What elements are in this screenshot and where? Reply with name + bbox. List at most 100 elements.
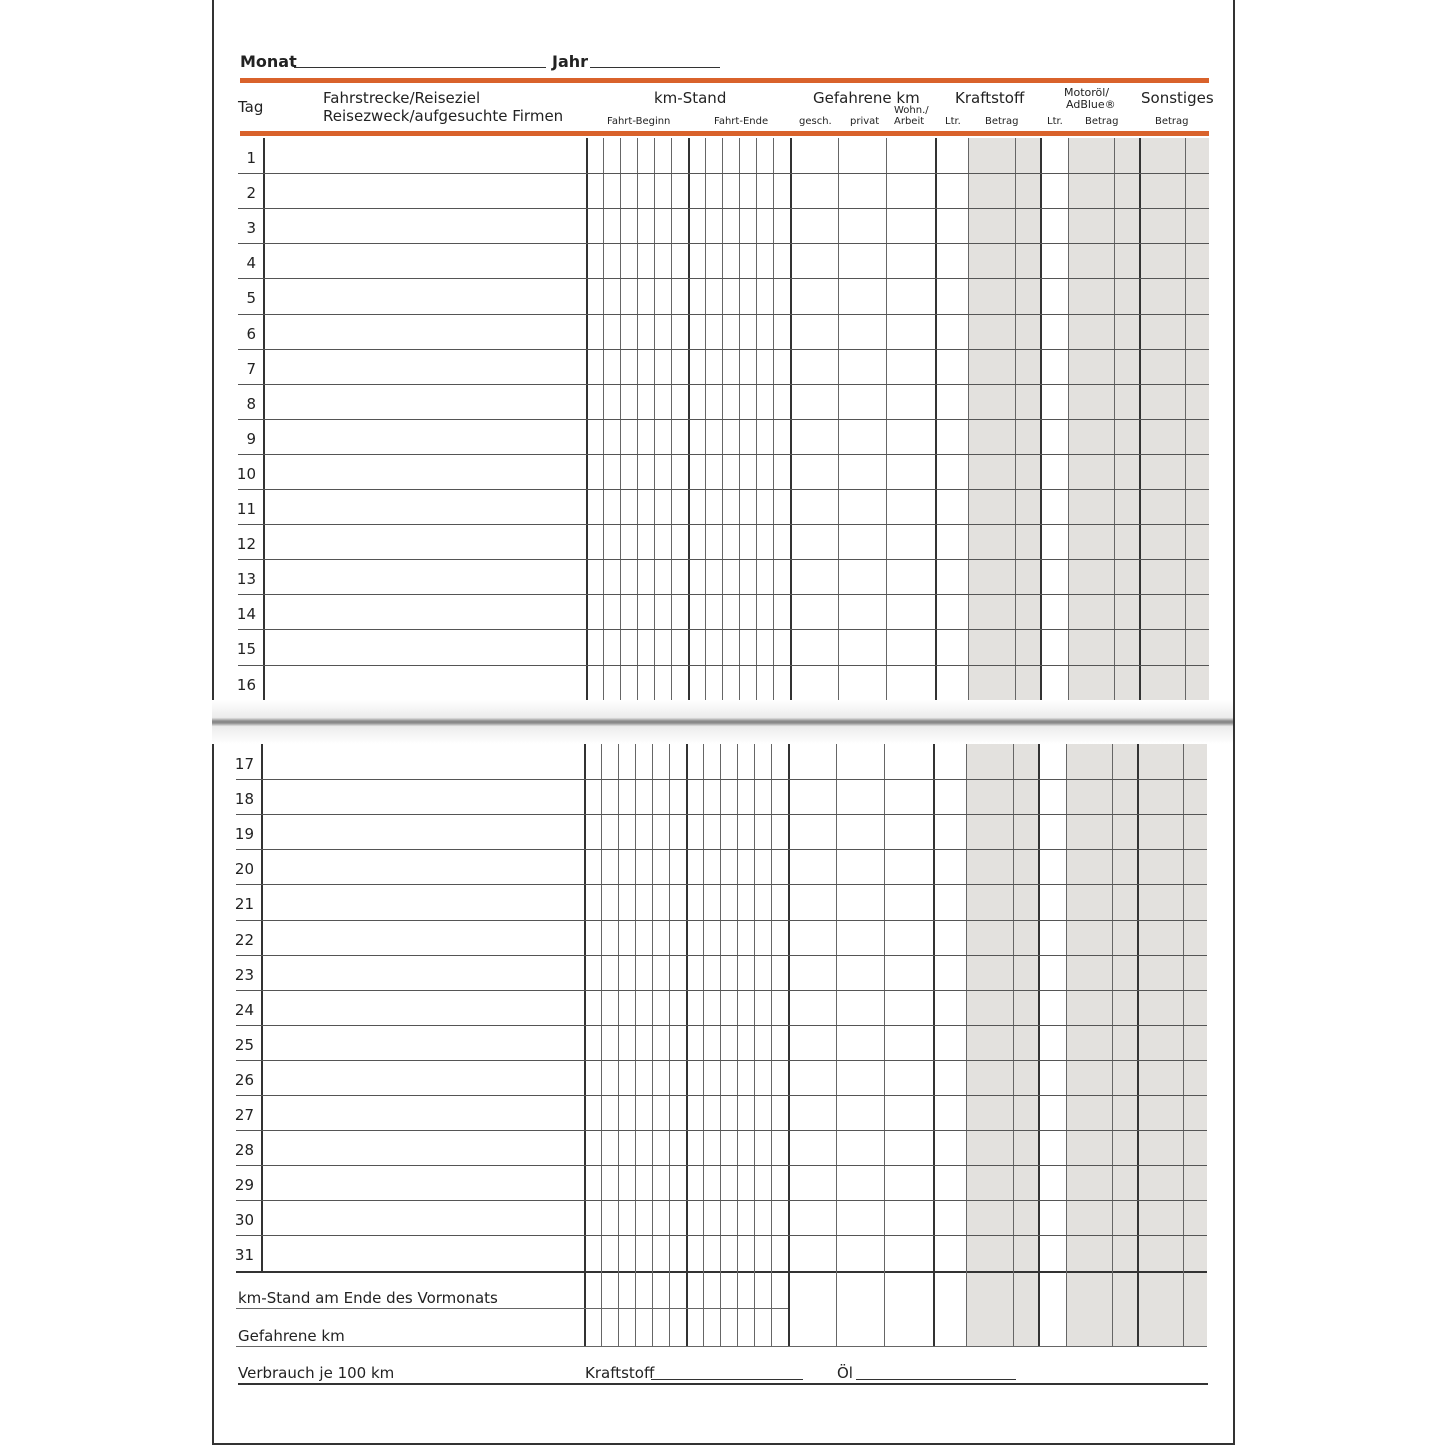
table-row[interactable] bbox=[263, 1165, 583, 1200]
table-row[interactable] bbox=[265, 384, 585, 419]
table-row[interactable] bbox=[263, 744, 583, 779]
day-number: 15 bbox=[236, 640, 256, 659]
table-row[interactable] bbox=[265, 278, 585, 313]
shaded-column bbox=[1066, 1273, 1137, 1346]
col-commute-line2: Arbeit bbox=[894, 116, 925, 127]
column-divider bbox=[703, 744, 704, 1271]
day-number: 29 bbox=[234, 1176, 254, 1195]
row-line bbox=[238, 453, 1209, 455]
row-line bbox=[238, 524, 1209, 526]
month-field[interactable] bbox=[294, 67, 546, 68]
day-number: 22 bbox=[234, 930, 254, 949]
col-oil-line1: Motoröl/ bbox=[1064, 86, 1110, 99]
table-row[interactable] bbox=[263, 1130, 583, 1165]
col-oil-ltr: Ltr. bbox=[1047, 116, 1063, 127]
day-number: 30 bbox=[234, 1211, 254, 1230]
table-row[interactable] bbox=[265, 559, 585, 594]
column-divider-major bbox=[1038, 744, 1040, 1271]
col-other-amount: Betrag bbox=[1155, 116, 1189, 127]
table-row[interactable] bbox=[263, 920, 583, 955]
table-row[interactable] bbox=[265, 454, 585, 489]
table-row[interactable] bbox=[265, 138, 585, 173]
col-km-stand: km-Stand bbox=[654, 89, 727, 107]
shaded-column bbox=[1066, 744, 1137, 1271]
consumption-oil-field[interactable] bbox=[856, 1379, 1016, 1380]
shaded-column bbox=[966, 744, 1038, 1271]
row-line bbox=[238, 173, 1209, 175]
column-divider-major bbox=[686, 744, 688, 1271]
column-divider bbox=[884, 744, 885, 1271]
col-fuel-amount: Betrag bbox=[985, 116, 1019, 127]
table-row[interactable] bbox=[263, 849, 583, 884]
table-row[interactable] bbox=[265, 419, 585, 454]
row-line bbox=[236, 919, 1207, 921]
table-row[interactable] bbox=[263, 779, 583, 814]
column-divider bbox=[836, 744, 837, 1271]
table-row[interactable] bbox=[263, 990, 583, 1025]
row-line bbox=[238, 559, 1209, 561]
summary-row-line bbox=[236, 1308, 788, 1309]
day-number: 8 bbox=[246, 394, 256, 413]
table-row[interactable] bbox=[263, 1025, 583, 1060]
table-row[interactable] bbox=[265, 665, 585, 700]
column-divider-major bbox=[584, 744, 586, 1271]
header-bottom-rule bbox=[240, 131, 1209, 136]
column-divider bbox=[754, 744, 755, 1271]
row-line bbox=[238, 313, 1209, 315]
day-number: 23 bbox=[234, 965, 254, 984]
month-label: Monat bbox=[240, 52, 297, 71]
table-row[interactable] bbox=[265, 349, 585, 384]
col-km-start: Fahrt-Beginn bbox=[607, 116, 671, 127]
table-row[interactable] bbox=[263, 1235, 583, 1270]
row-line bbox=[236, 1200, 1207, 1202]
table-row[interactable] bbox=[265, 243, 585, 278]
day-number: 7 bbox=[246, 359, 256, 378]
table-row[interactable] bbox=[263, 1060, 583, 1095]
row-line bbox=[236, 1165, 1207, 1167]
day-number: 17 bbox=[234, 755, 254, 773]
table-row[interactable] bbox=[263, 1095, 583, 1130]
year-field[interactable] bbox=[590, 67, 720, 68]
column-divider bbox=[1066, 1271, 1067, 1346]
row-line bbox=[238, 383, 1209, 385]
table-row[interactable] bbox=[265, 314, 585, 349]
day-number: 4 bbox=[246, 254, 256, 273]
col-tag: Tag bbox=[238, 98, 264, 116]
page-fold bbox=[212, 700, 1233, 744]
row-line bbox=[236, 1059, 1207, 1061]
table-row[interactable] bbox=[265, 208, 585, 243]
consumption-oil-label: Öl bbox=[837, 1364, 853, 1382]
column-divider bbox=[771, 744, 772, 1271]
col-fuel-ltr: Ltr. bbox=[945, 116, 961, 127]
column-divider bbox=[1112, 744, 1113, 1271]
table-row[interactable] bbox=[265, 489, 585, 524]
column-divider bbox=[635, 744, 636, 1271]
table-row[interactable] bbox=[265, 173, 585, 208]
col-business: gesch. bbox=[799, 116, 832, 127]
column-divider bbox=[720, 744, 721, 1271]
day-number: 20 bbox=[234, 860, 254, 879]
day-number: 14 bbox=[236, 605, 256, 624]
table-row[interactable] bbox=[263, 955, 583, 990]
summary-bottom-line bbox=[236, 1346, 1207, 1347]
row-line bbox=[236, 779, 1207, 781]
day-number: 21 bbox=[234, 895, 254, 914]
day-number: 31 bbox=[234, 1246, 254, 1265]
day-number: 9 bbox=[246, 429, 256, 448]
table-row[interactable] bbox=[265, 524, 585, 559]
row-line bbox=[236, 814, 1207, 816]
consumption-fuel-field[interactable] bbox=[651, 1379, 803, 1380]
col-fuel: Kraftstoff bbox=[955, 89, 1025, 107]
consumption-fuel-label: Kraftstoff bbox=[585, 1364, 655, 1382]
table-row[interactable] bbox=[263, 1200, 583, 1235]
table-row[interactable] bbox=[263, 814, 583, 849]
table-row[interactable] bbox=[265, 594, 585, 629]
column-divider-major bbox=[1137, 744, 1139, 1271]
col-other: Sonstiges bbox=[1141, 89, 1214, 107]
shaded-column bbox=[966, 1273, 1038, 1346]
day-number: 25 bbox=[234, 1035, 254, 1054]
header-top-rule bbox=[240, 78, 1209, 83]
table-row[interactable] bbox=[265, 629, 585, 664]
table-row[interactable] bbox=[263, 884, 583, 919]
day-number: 10 bbox=[236, 464, 256, 483]
